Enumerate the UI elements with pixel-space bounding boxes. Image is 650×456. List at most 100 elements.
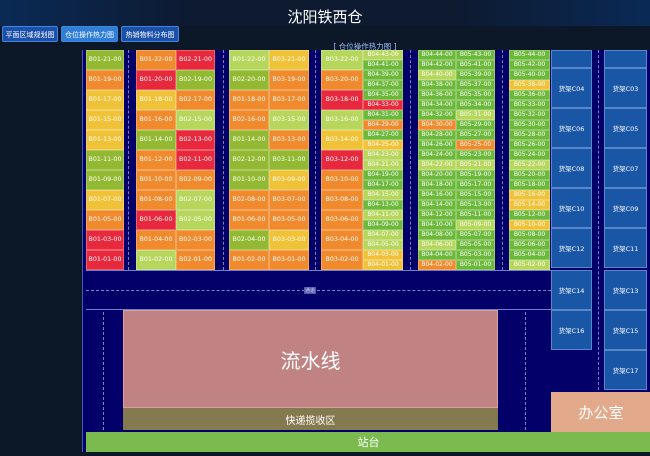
storage-bin-cell[interactable]: B01-10-00 [136,170,176,190]
storage-bin-cell[interactable]: B01-13-00 [86,130,124,150]
storage-bin-cell[interactable]: B01-12-00 [136,150,176,170]
storage-bin-cell[interactable]: B01-02-00 [229,250,269,270]
storage-bin-cell[interactable]: B04-25-00 [363,140,403,150]
storage-bin-cell[interactable]: B05-37-00 [456,80,495,90]
storage-bin-cell[interactable]: B04-16-00 [418,190,456,200]
storage-bin-cell[interactable]: B04-01-00 [363,260,403,270]
storage-bin-cell[interactable]: B03-22-00 [321,50,363,70]
storage-bin-cell[interactable]: B05-08-00 [509,230,550,240]
storage-bin-cell[interactable]: B02-17-00 [176,90,215,110]
rack-c[interactable]: 货架C17 [604,350,647,390]
storage-bin-cell[interactable]: B05-17-00 [456,180,495,190]
storage-bin-cell[interactable]: B05-44-00 [509,50,550,60]
storage-bin-cell[interactable]: B04-35-00 [363,90,403,100]
storage-bin-cell[interactable]: B05-02-00 [509,260,550,270]
storage-bin-cell[interactable]: B04-10-00 [418,220,456,230]
storage-bin-cell[interactable]: B05-35-00 [456,90,495,100]
rack-c[interactable]: 货架C11 [604,228,647,268]
storage-bin-cell[interactable]: B03-02-00 [321,250,363,270]
storage-bin-cell[interactable]: B05-26-00 [509,140,550,150]
storage-bin-cell[interactable]: B05-12-00 [509,210,550,220]
storage-bin-cell[interactable]: B04-17-00 [363,180,403,190]
storage-bin-cell[interactable]: B04-40-00 [418,70,456,80]
storage-bin-cell[interactable]: B05-25-00 [456,140,495,150]
storage-bin-cell[interactable]: B02-11-00 [176,150,215,170]
storage-bin-cell[interactable]: B05-40-00 [509,70,550,80]
storage-bin-cell[interactable]: B04-23-00 [363,150,403,160]
rack-c[interactable]: 货架C08 [551,148,592,188]
storage-bin-cell[interactable]: B04-41-00 [363,60,403,70]
storage-bin-cell[interactable]: B04-33-00 [363,100,403,110]
storage-bin-cell[interactable]: B01-20-00 [136,70,176,90]
storage-bin-cell[interactable]: B03-14-00 [321,130,363,150]
rack-c[interactable]: 货架C10 [551,188,592,228]
storage-bin-cell[interactable]: B02-08-00 [229,190,269,210]
storage-bin-cell[interactable]: B04-14-00 [418,200,456,210]
rack-c[interactable]: 货架C16 [551,310,592,350]
storage-bin-cell[interactable]: B02-07-00 [176,190,215,210]
rack-c[interactable]: 货架C09 [604,188,647,228]
storage-bin-cell[interactable]: B05-42-00 [509,60,550,70]
rack-c[interactable]: 货架C13 [604,270,647,310]
rack-c[interactable]: 货架C07 [604,148,647,188]
storage-bin-cell[interactable]: B05-21-00 [456,160,495,170]
storage-bin-cell[interactable]: B04-42-00 [418,60,456,70]
storage-bin-cell[interactable]: B04-30-00 [418,120,456,130]
storage-bin-cell[interactable]: B03-01-00 [269,250,309,270]
storage-bin-cell[interactable]: B05-19-00 [456,170,495,180]
storage-bin-cell[interactable]: B04-08-00 [418,230,456,240]
storage-bin-cell[interactable]: B04-27-00 [363,130,403,140]
storage-bin-cell[interactable]: B01-18-00 [136,90,176,110]
storage-bin-cell[interactable]: B04-39-00 [363,70,403,80]
storage-bin-cell[interactable]: B01-22-00 [229,50,269,70]
storage-bin-cell[interactable]: B02-16-00 [229,110,269,130]
storage-bin-cell[interactable]: B05-41-00 [456,60,495,70]
storage-bin-cell[interactable]: B03-20-00 [321,70,363,90]
storage-bin-cell[interactable]: B01-06-00 [136,210,176,230]
storage-bin-cell[interactable]: B03-18-00 [321,90,363,110]
storage-bin-cell[interactable]: B01-10-00 [229,170,269,190]
storage-bin-cell[interactable]: B03-03-00 [269,230,309,250]
storage-bin-cell[interactable]: B04-37-00 [363,80,403,90]
storage-bin-cell[interactable]: B03-19-00 [269,70,309,90]
storage-bin-cell[interactable]: B04-26-00 [418,140,456,150]
storage-bin-cell[interactable]: B01-01-00 [86,250,124,270]
storage-bin-cell[interactable]: B05-36-00 [509,90,550,100]
storage-bin-cell[interactable]: B04-03-00 [363,250,403,260]
storage-bin-cell[interactable]: B04-32-00 [418,110,456,120]
storage-bin-cell[interactable]: B05-22-00 [509,160,550,170]
storage-bin-cell[interactable]: B04-34-00 [418,100,456,110]
storage-bin-cell[interactable]: B04-20-00 [418,170,456,180]
storage-bin-cell[interactable]: B05-13-00 [456,200,495,210]
storage-bin-cell[interactable]: B05-31-00 [456,110,495,120]
storage-bin-cell[interactable]: B05-23-00 [456,150,495,160]
rack-c[interactable]: 货架C03 [604,68,647,108]
storage-bin-cell[interactable]: B05-04-00 [509,250,550,260]
storage-bin-cell[interactable]: B05-18-00 [509,180,550,190]
storage-bin-cell[interactable]: B05-11-00 [456,210,495,220]
storage-bin-cell[interactable]: B05-29-00 [456,120,495,130]
storage-bin-cell[interactable]: B05-10-00 [509,220,550,230]
storage-bin-cell[interactable]: B05-15-00 [456,190,495,200]
storage-bin-cell[interactable]: B03-08-00 [321,190,363,210]
rack-c[interactable]: 货架C06 [551,108,592,148]
storage-bin-cell[interactable]: B02-20-00 [229,70,269,90]
storage-bin-cell[interactable]: B04-36-00 [418,90,456,100]
tab-plan-layout[interactable]: 平面区域规划图 [2,26,58,42]
rack-c[interactable]: 货架C12 [551,228,592,268]
storage-bin-cell[interactable]: B03-17-00 [269,90,309,110]
storage-bin-cell[interactable]: B01-19-00 [86,70,124,90]
storage-bin-cell[interactable]: B04-04-00 [418,250,456,260]
storage-bin-cell[interactable]: B05-06-00 [509,240,550,250]
storage-bin-cell[interactable]: B02-19-00 [176,70,215,90]
storage-bin-cell[interactable]: B05-01-00 [456,260,495,270]
storage-bin-cell[interactable]: B04-43-00 [363,50,403,60]
storage-bin-cell[interactable]: B01-16-00 [136,110,176,130]
storage-bin-cell[interactable]: B04-09-00 [363,220,403,230]
storage-bin-cell[interactable]: B03-13-00 [269,130,309,150]
storage-bin-cell[interactable]: B04-12-00 [418,210,456,220]
storage-bin-cell[interactable]: B03-16-00 [321,110,363,130]
storage-bin-cell[interactable]: B01-05-00 [86,210,124,230]
storage-bin-cell[interactable]: B05-28-00 [509,130,550,140]
storage-bin-cell[interactable]: B02-09-00 [176,170,215,190]
